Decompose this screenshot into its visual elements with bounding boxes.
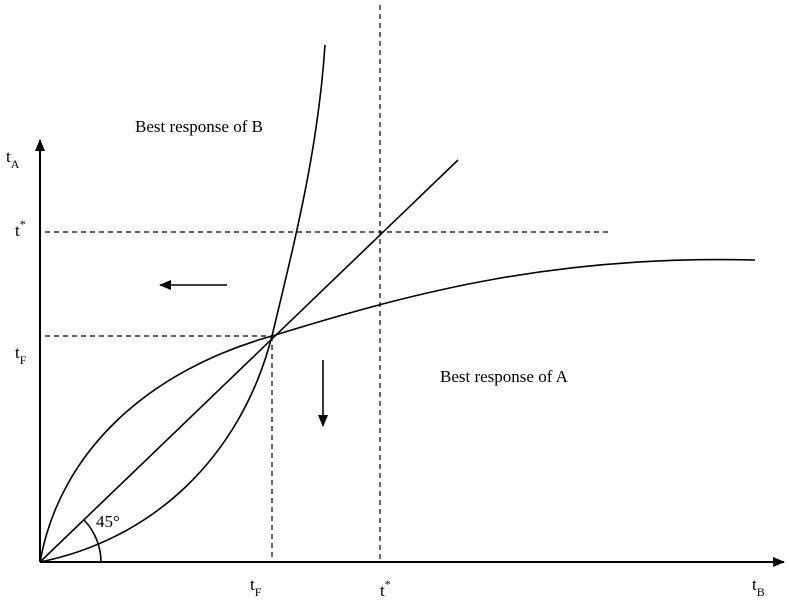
subscript: F [255,585,262,599]
base: t [6,147,11,166]
x-axis-label: tB [752,575,765,599]
diagonal-line [39,159,459,563]
y-tick-label: tF [15,343,27,367]
best-response-a [39,258,756,563]
curve-label: Best response of B [135,117,263,136]
curve-label: Best response of A [440,367,569,386]
angle-arc [83,519,102,563]
base: t [15,221,20,240]
base: t [752,575,757,594]
x-tick-label: t* [380,577,391,600]
y-axis-label: tA [6,147,20,171]
subscript: F [20,353,27,367]
base: t [250,575,255,594]
subscript: B [757,585,765,599]
superscript: * [20,217,26,231]
x-tick-label: tF [250,575,262,599]
base: t [15,343,20,362]
y-tick-label: t* [15,217,26,240]
superscript: * [385,577,391,591]
base: t [380,581,385,600]
angle-label: 45° [96,512,120,531]
subscript: A [11,157,20,171]
